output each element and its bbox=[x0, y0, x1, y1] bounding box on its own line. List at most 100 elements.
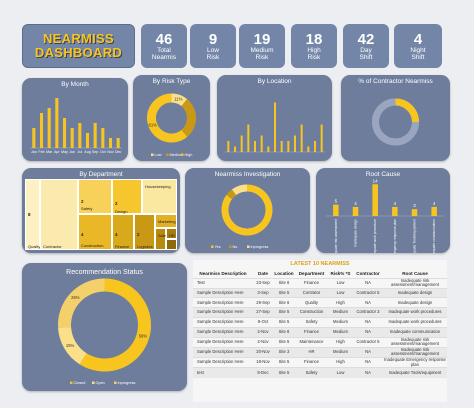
table-cell: Inadequate work procedures bbox=[383, 307, 447, 318]
bar bbox=[392, 206, 398, 216]
treemap-label: Marketing bbox=[158, 219, 176, 224]
table-cell: test bbox=[193, 367, 253, 378]
legend-swatch bbox=[181, 153, 184, 156]
table-cell: Sample Description Here bbox=[193, 297, 253, 308]
tick-label: Sep bbox=[92, 150, 98, 154]
table-header: Contractor bbox=[356, 270, 380, 276]
nearmiss-table: Nearmiss Description Date Location Departme… bbox=[193, 269, 447, 378]
table-cell: Safety bbox=[295, 317, 328, 328]
bar bbox=[411, 209, 418, 216]
root-cause-chart: 5 Inadequate risk assessment 4 Inadequate d… bbox=[326, 178, 444, 253]
treemap-label: Housekeeping bbox=[145, 184, 171, 189]
treemap-cell: Contractor bbox=[40, 179, 78, 250]
tick-label: Mar bbox=[46, 150, 53, 154]
table-cell: Inadequate design bbox=[383, 297, 447, 308]
recommendation-title: Recommendation Status bbox=[66, 269, 143, 276]
slice-label: 11% bbox=[174, 97, 182, 102]
table-cell: Contractor 3 bbox=[353, 307, 383, 318]
donut-slice bbox=[58, 278, 105, 328]
bar bbox=[431, 206, 437, 216]
treemap-cell: 2 Design bbox=[112, 179, 142, 214]
table-cell: Site 3 bbox=[273, 346, 295, 358]
bar bbox=[85, 133, 90, 148]
bar bbox=[116, 138, 120, 148]
by-month-panel: By Month Jan Feb Mar Apr May Jun Jul Aug Sep Oct N… bbox=[22, 78, 128, 161]
treemap-cell bbox=[166, 239, 177, 250]
by-location-panel: By Location bbox=[217, 75, 332, 161]
bar bbox=[39, 113, 44, 148]
table-cell: Medium bbox=[328, 317, 353, 328]
treemap-label: Safety bbox=[81, 206, 93, 211]
bar bbox=[294, 135, 296, 152]
bar bbox=[93, 123, 97, 148]
bar bbox=[267, 146, 270, 152]
legend-entry: No bbox=[233, 245, 238, 249]
legend-swatch bbox=[211, 245, 214, 248]
treemap-cell: 4 Construction bbox=[78, 214, 112, 250]
by-location-chart bbox=[225, 102, 325, 153]
tick-label: Inadequate design bbox=[354, 219, 358, 247]
table-row: test 8-Dec Site 5 Safety Low NA Inadequate Too… bbox=[193, 367, 447, 378]
kpi-value: 46 bbox=[155, 30, 173, 48]
bar bbox=[32, 128, 36, 148]
investigation-panel: Nearmiss Investigation Yes No Inprogress bbox=[185, 168, 310, 253]
tick-label: Inadequate Tools/equipment bbox=[413, 219, 417, 253]
table-cell: Finance bbox=[295, 277, 328, 289]
table-cell: 9-Oct bbox=[253, 317, 273, 328]
bar bbox=[62, 118, 67, 148]
contractor-chart bbox=[372, 98, 419, 146]
table-cell: HR bbox=[295, 346, 328, 358]
donut-slice bbox=[232, 184, 248, 196]
table-cell: Site 5 bbox=[273, 287, 295, 298]
kpi-label2: Risk bbox=[206, 53, 220, 61]
table-cell: Inadequate Emergency response plan bbox=[383, 357, 447, 368]
by-department-title: By Department bbox=[79, 171, 123, 178]
slice-label: 15% bbox=[66, 343, 75, 348]
kpi-value: 18 bbox=[305, 30, 323, 48]
treemap-value: 2 bbox=[115, 201, 118, 206]
kpi-card: 42 Day Shift bbox=[343, 24, 389, 68]
table-cell: High bbox=[328, 336, 353, 348]
donut-slice bbox=[58, 326, 87, 365]
slice-label: 26% bbox=[71, 295, 80, 300]
treemap-label: HR bbox=[169, 233, 175, 238]
table-cell: 8-Dec bbox=[253, 367, 273, 378]
table-cell: Finance bbox=[295, 326, 328, 338]
treemap-label: Construction bbox=[81, 243, 104, 248]
table-cell: Site 5 bbox=[273, 307, 295, 318]
title-line2: DASHBOARD bbox=[34, 45, 123, 60]
kpi-card: 4 Night Shift bbox=[394, 24, 442, 68]
table-cell: Low bbox=[328, 367, 353, 378]
kpi-label1: High bbox=[307, 46, 321, 54]
tick-label: Jan bbox=[31, 150, 37, 154]
kpi-card: 18 High Risk bbox=[291, 24, 337, 68]
legend-swatch bbox=[247, 245, 250, 248]
kpi-card: 46 Total Nearmis bbox=[141, 24, 187, 68]
bar bbox=[274, 102, 276, 152]
dashboard-title: NEARMISS DASHBOARD bbox=[22, 24, 135, 68]
tick-label: Inadequate communication bbox=[432, 219, 436, 253]
kpi-label1: Night bbox=[410, 46, 426, 54]
table-cell: Low bbox=[328, 277, 353, 289]
table-cell: Site 6 bbox=[273, 277, 295, 289]
tick-label: Apr bbox=[54, 150, 60, 154]
by-risk-type-panel: By Risk Type 11% 61% Low Medium High bbox=[133, 75, 210, 161]
donut-slice bbox=[372, 98, 419, 146]
table-cell: 2-Nov bbox=[253, 336, 273, 348]
treemap-label: Sales bbox=[158, 233, 169, 238]
treemap-cell: HR bbox=[166, 228, 177, 239]
contractor-title: % of Contractor Nearmiss bbox=[358, 78, 433, 85]
data-label: 4 bbox=[433, 201, 436, 206]
table-cell: Sample Description Here bbox=[193, 357, 253, 368]
slice-label: 61% bbox=[148, 122, 157, 127]
bar bbox=[47, 108, 51, 148]
bar bbox=[101, 128, 105, 148]
kpi-label2: Risk bbox=[255, 53, 269, 61]
table-cell: Inadequate work procedures bbox=[383, 317, 447, 328]
treemap-value: 2 bbox=[137, 232, 140, 237]
table-cell: High bbox=[328, 357, 353, 368]
table-cell: Site 5 bbox=[273, 367, 295, 378]
bar bbox=[55, 98, 59, 148]
recommendation-panel: Recommendation Status 59% 15% 26% Closed Ope… bbox=[22, 263, 187, 391]
tick-label: Oct bbox=[100, 150, 106, 154]
